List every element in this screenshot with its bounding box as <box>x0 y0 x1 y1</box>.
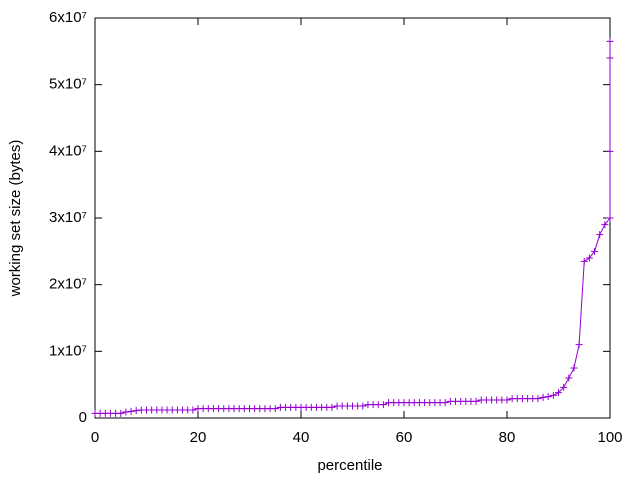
x-tick-label: 0 <box>91 429 99 446</box>
point-marker <box>585 254 593 262</box>
x-tick-label: 100 <box>597 429 622 446</box>
y-axis-label: working set size (bytes) <box>7 140 24 298</box>
point-marker <box>580 257 588 265</box>
point-marker <box>328 403 336 411</box>
y-tick-label: 5x10⁷ <box>49 76 87 93</box>
y-tick-label: 4x10⁷ <box>49 142 87 159</box>
data-line <box>95 41 611 414</box>
y-tick-label: 6x10⁷ <box>49 9 87 26</box>
x-tick-label: 20 <box>190 429 207 446</box>
plot-border <box>94 17 611 419</box>
x-tick-label: 60 <box>396 429 413 446</box>
point-marker <box>565 374 573 382</box>
point-marker <box>189 406 197 414</box>
point-marker <box>472 397 480 405</box>
point-marker <box>601 221 609 229</box>
x-tick-label: 80 <box>499 429 516 446</box>
point-marker <box>560 383 568 391</box>
x-tick-label: 40 <box>293 429 310 446</box>
x-axis-label: percentile <box>317 457 382 474</box>
point-marker <box>359 402 367 410</box>
point-marker <box>606 37 614 45</box>
point-marker <box>503 396 511 404</box>
point-marker <box>606 214 614 222</box>
point-marker <box>122 408 130 416</box>
point-marker <box>132 407 140 415</box>
point-marker <box>544 393 552 401</box>
point-marker <box>127 407 135 415</box>
point-marker <box>539 393 547 401</box>
point-marker <box>549 391 557 399</box>
point-marker <box>441 399 449 407</box>
point-marker <box>591 247 599 255</box>
y-tick-label: 3x10⁷ <box>49 209 87 226</box>
point-marker <box>606 147 614 155</box>
point-marker <box>575 341 583 349</box>
point-marker <box>606 54 614 62</box>
y-tick-label: 2x10⁷ <box>49 276 87 293</box>
point-marker <box>596 231 604 239</box>
y-tick-label: 1x10⁷ <box>49 342 87 359</box>
point-marker <box>271 405 279 413</box>
point-marker <box>379 401 387 409</box>
point-marker <box>570 364 578 372</box>
point-marker <box>117 409 125 417</box>
point-marker <box>534 395 542 403</box>
point-marker <box>555 389 562 397</box>
y-tick-label: 0 <box>79 409 87 426</box>
